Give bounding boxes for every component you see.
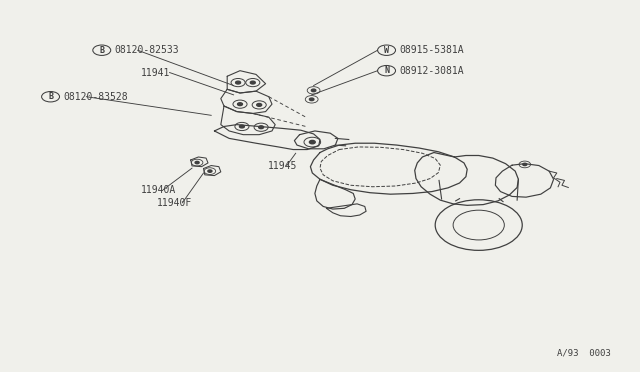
Circle shape [523,163,527,166]
Text: W: W [384,46,389,55]
Circle shape [195,161,199,164]
Text: 08120-83528: 08120-83528 [63,92,128,102]
Text: 08912-3081A: 08912-3081A [399,66,464,76]
Circle shape [312,89,316,92]
Text: 11945: 11945 [268,161,297,170]
Circle shape [236,81,241,84]
Text: 11940A: 11940A [141,185,176,195]
Text: 11941: 11941 [141,68,170,77]
Circle shape [259,126,264,129]
Text: A/93  0003: A/93 0003 [557,349,611,358]
Text: B: B [48,92,53,101]
Text: 11940F: 11940F [157,198,192,208]
Circle shape [239,125,244,128]
Text: 08915-5381A: 08915-5381A [399,45,464,55]
Circle shape [257,103,262,106]
Circle shape [310,98,314,101]
Text: N: N [384,66,389,75]
Circle shape [237,103,243,106]
Circle shape [208,170,212,172]
Circle shape [309,140,316,144]
Text: 08120-82533: 08120-82533 [115,45,179,55]
Circle shape [250,81,255,84]
Text: B: B [99,46,104,55]
